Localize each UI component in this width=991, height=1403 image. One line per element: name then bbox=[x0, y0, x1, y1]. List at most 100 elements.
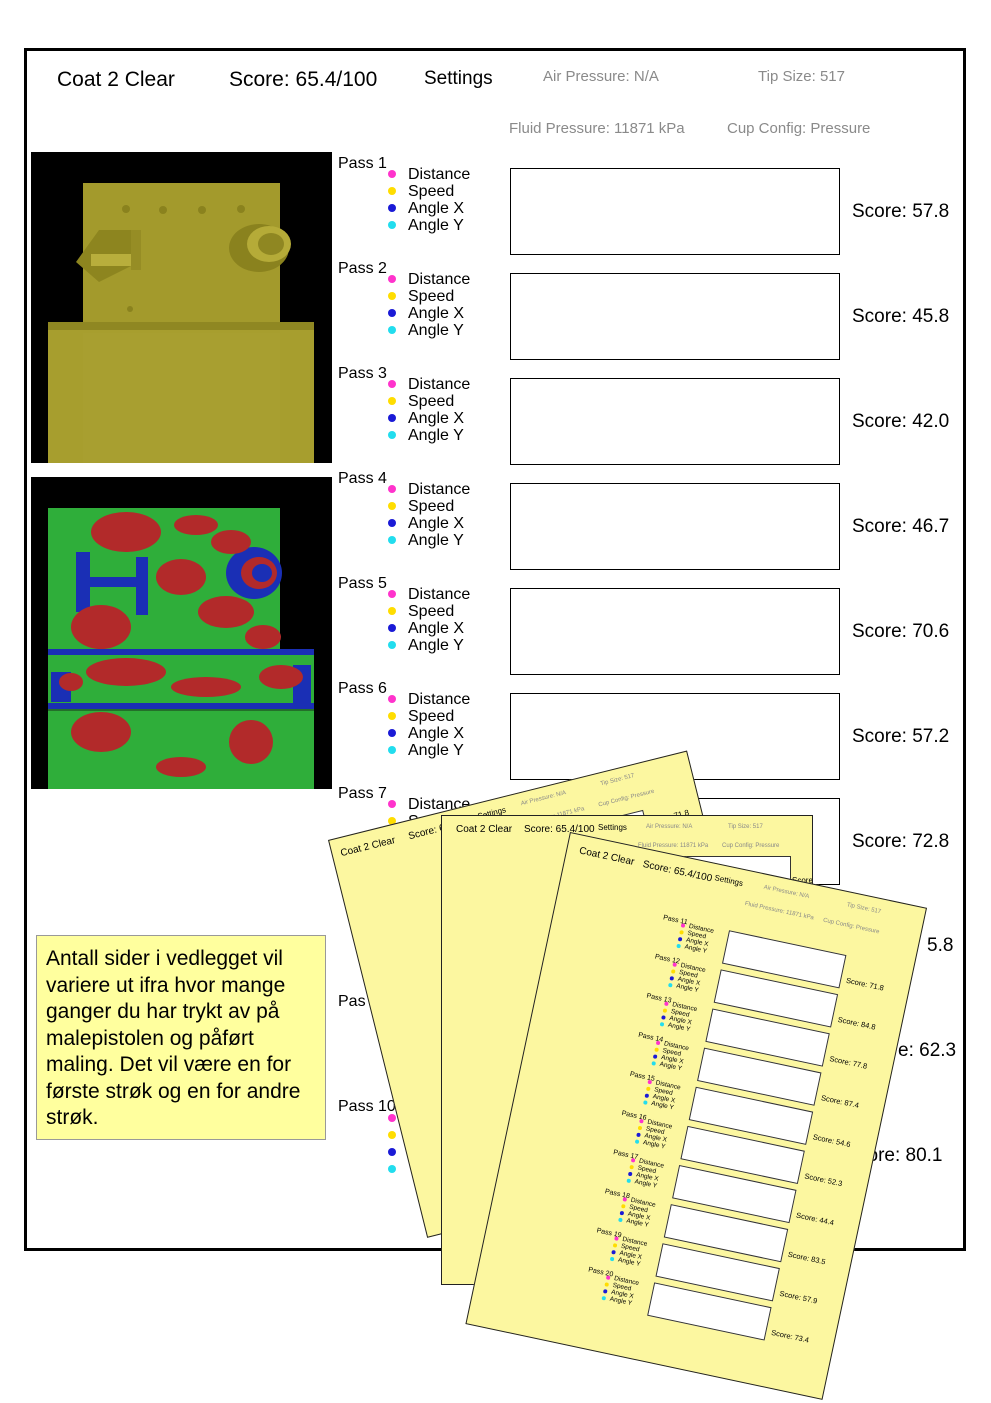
pass-9-score: e: 62.3 bbox=[898, 1040, 957, 1061]
sheet-mid-air-pressure: Air Pressure: N/A bbox=[646, 824, 693, 830]
note-text: Antall sider i vedlegget vil variere ut … bbox=[46, 947, 301, 1129]
legend-dot-icon bbox=[388, 380, 396, 388]
legend-item: Angle Y bbox=[388, 742, 464, 759]
model-render-top bbox=[31, 152, 332, 463]
pass-10-score: core: 80.1 bbox=[858, 1145, 943, 1166]
sheet-legend-dot-icon bbox=[661, 1015, 666, 1020]
legend-label: Distance bbox=[408, 166, 471, 183]
sheet-mid-settings: Settings bbox=[598, 823, 627, 832]
sheet-legend-dot-icon bbox=[652, 1054, 658, 1059]
legend-dot-icon bbox=[388, 221, 396, 229]
sheet-legend-dot-icon bbox=[604, 1282, 610, 1287]
legend-label: Angle X bbox=[408, 515, 465, 532]
legend-dot-icon bbox=[388, 170, 396, 178]
legend-label: Distance bbox=[408, 691, 471, 708]
legend-dot-icon bbox=[388, 309, 396, 317]
sheet-pass-score: Score: 44.4 bbox=[795, 1210, 835, 1228]
pass-label: Pass 6 bbox=[338, 680, 387, 697]
sheet-legend-dot-icon bbox=[602, 1288, 608, 1294]
sheet-legend-dot-icon bbox=[645, 1086, 651, 1092]
legend-dot-icon bbox=[388, 817, 396, 825]
report-title: Coat 2 Clear bbox=[57, 68, 175, 91]
legend-dot-distance bbox=[388, 1114, 396, 1122]
sheet-pass-score: Score: 54.6 bbox=[812, 1132, 852, 1150]
sheet-legend-dot-icon bbox=[637, 1125, 643, 1131]
legend-dot-icon bbox=[388, 746, 396, 754]
sheet-legend-dot-icon bbox=[622, 1197, 628, 1202]
legend-item: Angle Y bbox=[388, 217, 464, 234]
sheet-pass-score: Score: 57.9 bbox=[778, 1288, 819, 1306]
legend-item: Speed bbox=[388, 498, 454, 515]
legend-dot-speed bbox=[388, 1131, 396, 1139]
legend-dot-icon bbox=[388, 326, 396, 334]
air-pressure-text: Air Pressure: N/A bbox=[543, 68, 659, 85]
pass-plot bbox=[510, 378, 840, 465]
sheet-legend-dot-icon bbox=[654, 1047, 659, 1053]
legend-item: Angle Y bbox=[388, 427, 464, 444]
legend-item: Angle Y bbox=[388, 637, 464, 654]
legend-dot-icon bbox=[388, 695, 396, 703]
pass-plot bbox=[510, 483, 840, 570]
sheet-legend-dot-icon bbox=[629, 1164, 635, 1170]
sheet-legend-dot-icon bbox=[611, 1249, 616, 1255]
pass-score: Score: 42.0 bbox=[852, 411, 950, 432]
sheet-back-title: Coat 2 Clear bbox=[339, 834, 397, 860]
sheet-legend-dot-icon bbox=[672, 962, 678, 968]
sheet-legend-dot-icon bbox=[620, 1203, 626, 1209]
sheet-legend-dot-icon bbox=[614, 1236, 619, 1241]
pass-9-label: Pas bbox=[338, 993, 366, 1010]
sheet-pass-score: Score: 87.4 bbox=[820, 1093, 860, 1110]
pass-score: Score: 70.6 bbox=[852, 621, 950, 642]
legend-item: Speed bbox=[388, 603, 454, 620]
legend-dot-icon bbox=[388, 187, 396, 195]
sheet-mid-tip-size: Tip Size: 517 bbox=[728, 824, 763, 830]
legend-item: Speed bbox=[388, 393, 454, 410]
sheet-legend-dot-icon bbox=[680, 923, 686, 928]
tip-size-text: Tip Size: 517 bbox=[758, 68, 845, 85]
legend-item: Distance bbox=[388, 481, 470, 498]
sheet-legend-dot-icon bbox=[670, 969, 676, 974]
legend-item: Angle X bbox=[388, 305, 464, 322]
sheet-mid-score: Score: 65.4/100 bbox=[524, 824, 595, 835]
sheet-back-cup-config: Cup Config: Pressure bbox=[597, 788, 656, 809]
legend-item: Speed bbox=[388, 708, 454, 725]
legend-label: Speed bbox=[408, 603, 455, 620]
sheet-legend-dot-icon bbox=[605, 1275, 611, 1281]
sheet-legend-dot-icon bbox=[676, 943, 682, 949]
legend-item: Angle X bbox=[388, 620, 464, 637]
cup-config-text: Cup Config: Pressure bbox=[727, 120, 871, 137]
legend-label: Distance bbox=[408, 376, 471, 393]
sheet-legend-dot-icon bbox=[677, 936, 683, 942]
legend-dot-icon bbox=[388, 204, 396, 212]
legend-label: Speed bbox=[408, 708, 455, 725]
sheet-legend-dot-icon bbox=[630, 1157, 636, 1163]
pass-label: Pass 5 bbox=[338, 575, 387, 592]
pass-label: Pass 4 bbox=[338, 470, 387, 487]
pass-plot bbox=[510, 273, 840, 360]
legend-label: Distance bbox=[408, 271, 471, 288]
legend-dot-icon bbox=[388, 519, 396, 527]
legend-label: Angle X bbox=[408, 725, 465, 742]
legend-label: Angle X bbox=[408, 620, 465, 637]
legend-dot-angle-y bbox=[388, 1165, 396, 1173]
sheet-legend-dot-icon bbox=[644, 1093, 650, 1099]
sheet-front-score: Score: 65.4/100 bbox=[641, 858, 714, 885]
legend-dot-icon bbox=[388, 624, 396, 632]
legend-item: Distance bbox=[388, 586, 470, 603]
legend-label: Distance bbox=[408, 586, 471, 603]
sheet-legend-dot-icon bbox=[601, 1295, 607, 1301]
pass-plot bbox=[510, 168, 840, 255]
pass-label: Pass 3 bbox=[338, 365, 387, 382]
sheet-legend-dot-icon bbox=[651, 1061, 657, 1066]
pass-10-label: Pass 10 bbox=[338, 1098, 396, 1115]
legend-item: Distance bbox=[388, 691, 470, 708]
legend-item: Angle X bbox=[388, 200, 464, 217]
legend-label: Angle Y bbox=[408, 322, 464, 339]
sheet-legend-dot-icon bbox=[667, 982, 673, 988]
legend-item: Distance bbox=[388, 376, 470, 393]
